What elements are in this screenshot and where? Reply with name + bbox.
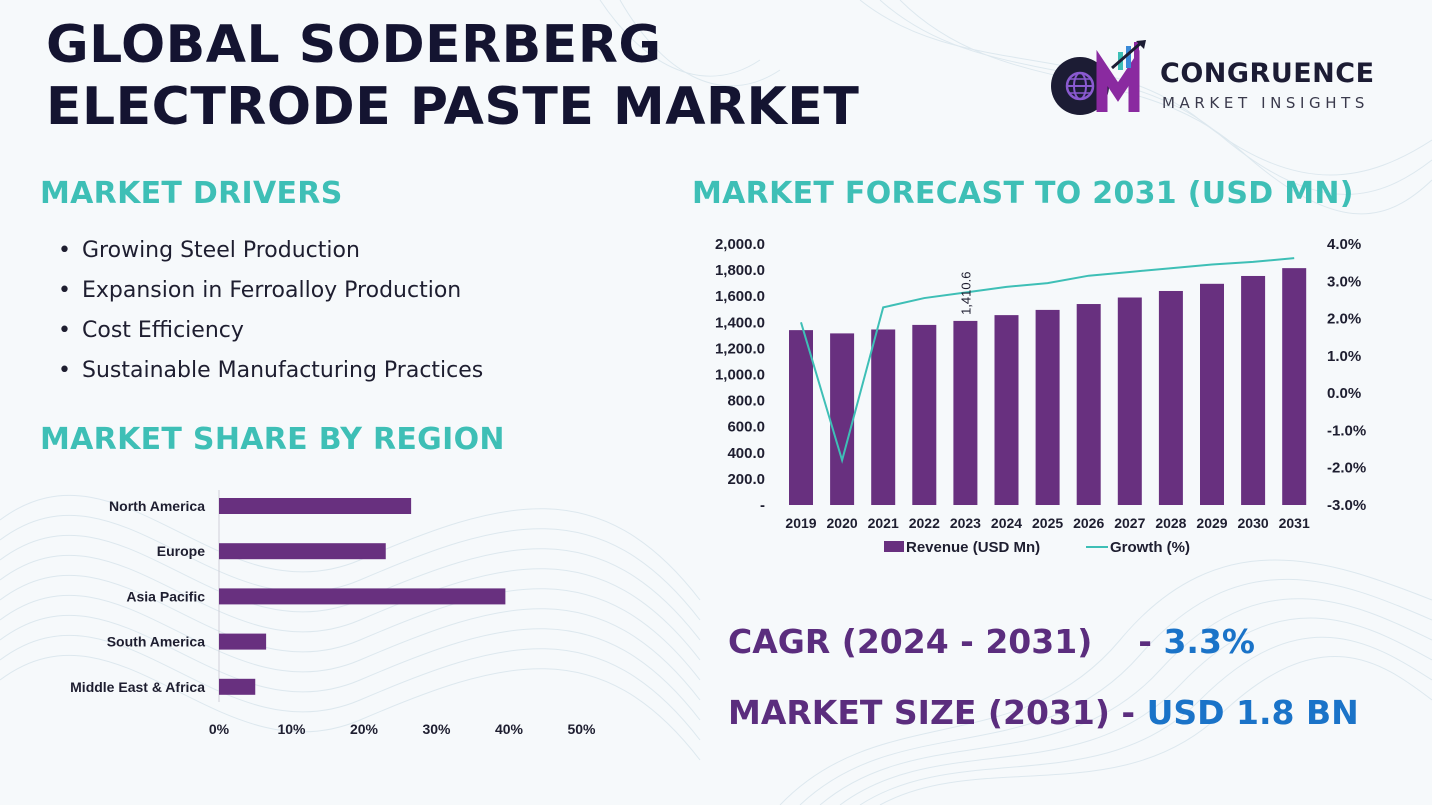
driver-item: Expansion in Ferroalloy Production [58,271,483,311]
region-share-bar [219,498,412,514]
x-tick-label: 2024 [991,515,1022,531]
cagr-summary: CAGR (2024 - 2031) - 3.3% [728,622,1255,662]
x-tick-label: 40% [495,721,524,737]
revenue-bar [830,333,855,505]
forecast-chart: - 200.0 400.0 600.0 800.0 1,000.0 1,200.0 1,400… [715,236,1366,556]
driver-item: Growing Steel Production [58,231,483,271]
region-share-bar [219,678,256,695]
x-tick-label: 2027 [1114,515,1145,531]
x-tick-label: 30% [422,721,451,737]
y-right-tick-label: 0.0% [1327,385,1361,402]
x-tick-label: 2030 [1238,515,1269,531]
x-tick-label: 2031 [1279,515,1310,531]
page-title-line-1: GLOBAL SODERBERG [46,15,662,75]
y-right-tick-label: -1.0% [1327,422,1366,439]
y-left-tick-label: 1,000.0 [715,367,765,384]
y-right-tick-label: 4.0% [1327,236,1361,253]
y-right-tick-label: -2.0% [1327,460,1366,477]
growth-line [800,257,1295,464]
region-label: South America [107,634,205,650]
legend-revenue-swatch [884,541,904,552]
company-logo: CONGRUENCE MARKET INSIGHTS [1046,40,1396,120]
revenue-bar [1076,304,1101,505]
y-left-tick-label: 1,600.0 [715,288,765,305]
x-tick-label: 50% [567,721,596,737]
revenue-bar [1282,268,1307,505]
revenue-bar [1200,283,1224,505]
revenue-bar [871,329,896,505]
x-tick-label: 2028 [1155,515,1186,531]
y-left-tick-label: 800.0 [727,393,765,410]
y-left-tick-label: 400.0 [727,445,765,462]
revenue-bar [1035,309,1060,505]
cagr-value: 3.3% [1163,622,1255,661]
legend-growth-label: Growth (%) [1110,539,1190,556]
revenue-bar [1241,275,1266,505]
revenue-data-label: 1,410.6 [958,272,973,315]
x-tick-label: 0% [209,721,230,737]
y-left-tick-label: 600.0 [727,419,765,436]
x-tick-label: 2020 [827,515,858,531]
region-label: Europe [157,543,205,559]
revenue-bar [1158,290,1183,505]
x-tick-label: 20% [350,721,379,737]
region-share-bar [219,543,386,560]
cagr-dash: - [1138,622,1164,661]
driver-item: Cost Efficiency [58,311,483,351]
forecast-heading: MARKET FORECAST TO 2031 (USD MN) [692,176,1354,211]
y-right-tick-label: 2.0% [1327,311,1361,328]
region-share-chart: North America Europe Asia Pacific South Ame… [70,490,596,737]
y-right-tick-label: -3.0% [1327,497,1366,514]
market-size-dash: - [1109,693,1147,732]
driver-item: Sustainable Manufacturing Practices [58,351,483,391]
region-label: Asia Pacific [126,588,205,604]
logo-company-name: CONGRUENCE [1160,58,1375,89]
x-tick-label: 2022 [909,515,940,531]
y-left-tick-label: - [760,497,765,514]
market-drivers-heading: MARKET DRIVERS [40,176,343,211]
revenue-bar [1117,297,1142,505]
region-label: Middle East & Africa [70,679,205,695]
globe-bar-chart-logo-icon [1051,40,1146,115]
page-title: GLOBAL SODERBERG ELECTRODE PASTE MARKET [46,14,859,138]
region-share-bar [219,588,506,605]
revenue-bar [994,315,1019,505]
cagr-label: CAGR (2024 - 2031) [728,622,1093,661]
page-title-line-2: ELECTRODE PASTE MARKET [46,77,860,137]
legend-revenue-label: Revenue (USD Mn) [906,539,1040,556]
x-tick-label: 2021 [868,515,899,531]
region-share-heading: MARKET SHARE BY REGION [40,422,505,457]
x-tick-label: 2025 [1032,515,1063,531]
y-left-tick-label: 1,200.0 [715,340,765,357]
region-share-bar [219,633,267,650]
x-tick-label: 2023 [950,515,981,531]
market-size-summary: MARKET SIZE (2031) - USD 1.8 BN [728,693,1359,733]
market-size-value: USD 1.8 BN [1146,693,1359,732]
revenue-bar [953,320,978,505]
x-tick-label: 2026 [1073,515,1104,531]
region-label: North America [109,498,205,514]
y-right-tick-label: 3.0% [1327,273,1361,290]
revenue-bar [912,324,937,505]
y-left-tick-label: 200.0 [727,471,765,488]
y-left-tick-label: 1,400.0 [715,314,765,331]
y-left-tick-label: 2,000.0 [715,236,765,253]
revenue-bar [789,330,813,505]
x-tick-label: 2029 [1196,515,1227,531]
logo-tagline: MARKET INSIGHTS [1162,94,1370,112]
market-drivers-list: Growing Steel Production Expansion in Fe… [58,231,483,391]
y-right-tick-label: 1.0% [1327,348,1361,365]
market-size-label: MARKET SIZE (2031) [728,693,1110,732]
x-tick-label: 2019 [785,515,816,531]
x-tick-label: 10% [277,721,306,737]
y-left-tick-label: 1,800.0 [715,262,765,279]
